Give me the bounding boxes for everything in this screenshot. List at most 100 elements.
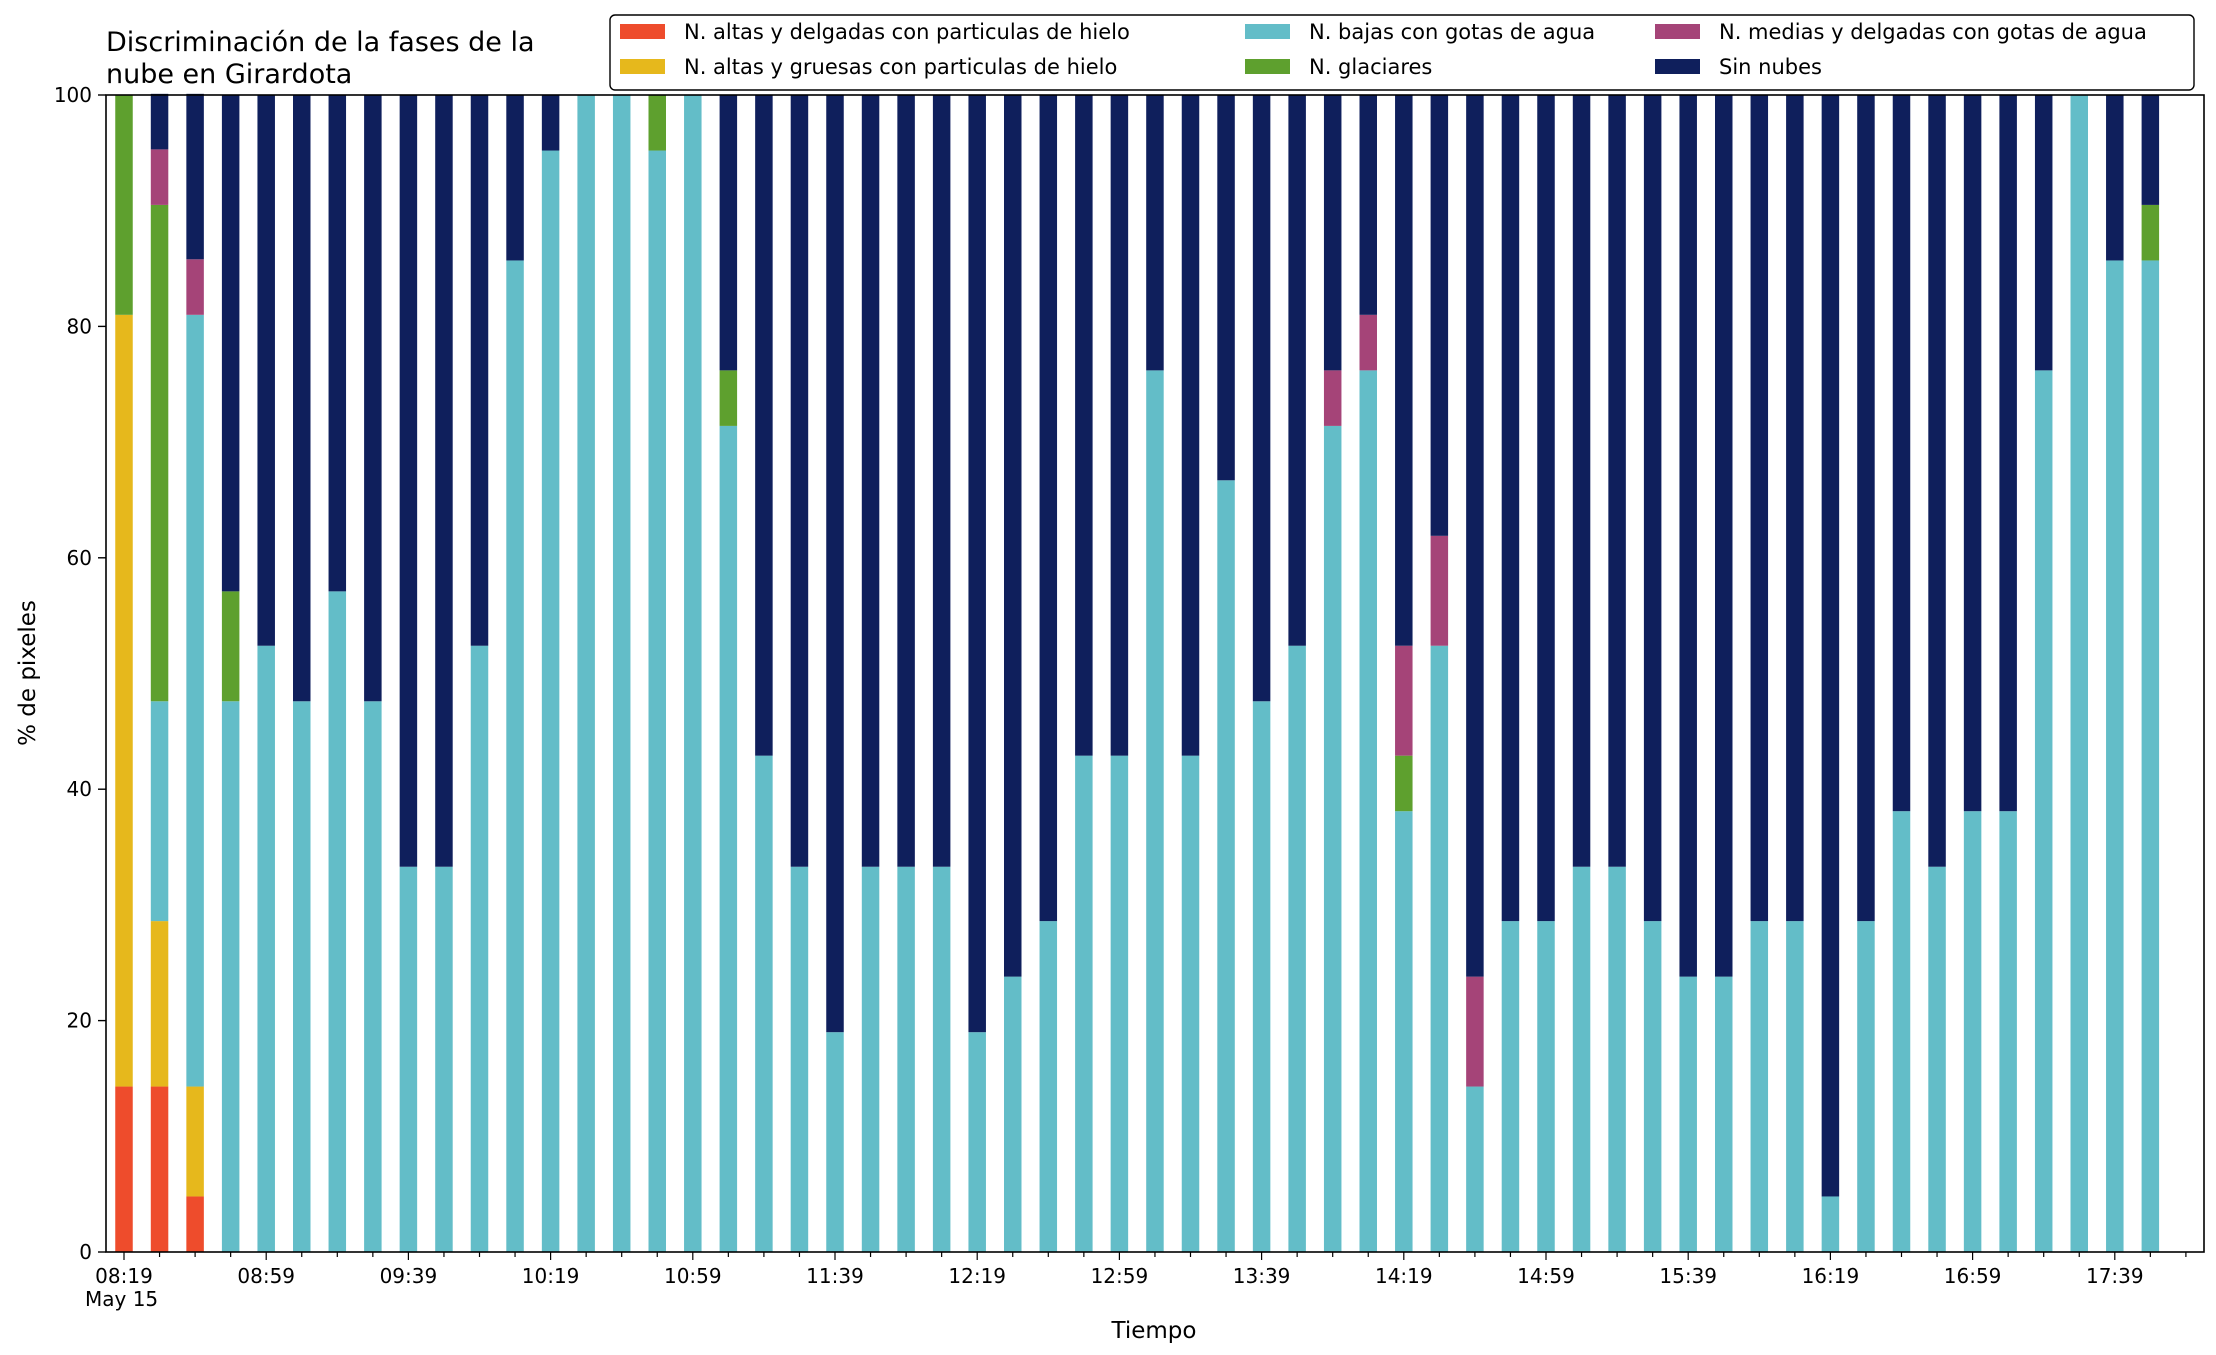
bar-segment bbox=[186, 314, 204, 1087]
bar-segment bbox=[1750, 921, 1769, 1252]
bar-segment bbox=[2070, 95, 2088, 1252]
bar-segment bbox=[755, 95, 773, 756]
bar-segment bbox=[684, 95, 702, 1252]
bar-segment bbox=[506, 95, 524, 261]
bar-segment bbox=[1572, 95, 1591, 867]
bar-segment bbox=[1786, 95, 1804, 922]
legend-swatch bbox=[1655, 59, 1700, 74]
bar-segment bbox=[2034, 95, 2053, 371]
bar-segment bbox=[790, 95, 809, 867]
x-tick-label: 10:19 bbox=[522, 1264, 580, 1288]
bar-segment bbox=[826, 95, 844, 1033]
bar-segment bbox=[1004, 95, 1022, 977]
legend-label: N. altas y delgadas con particulas de hi… bbox=[684, 20, 1130, 44]
bar-segment bbox=[541, 95, 560, 151]
x-tick-label: 09:39 bbox=[380, 1264, 438, 1288]
bar-segment bbox=[1643, 921, 1662, 1252]
bar-segment bbox=[1608, 866, 1626, 1252]
bar-segment bbox=[1430, 95, 1449, 536]
bar-segment bbox=[470, 95, 489, 646]
bar-segment bbox=[2106, 260, 2124, 1252]
bar-segment bbox=[1181, 755, 1200, 1252]
bar-segment bbox=[364, 701, 382, 1252]
bar-segment bbox=[364, 95, 382, 702]
legend-label: Sin nubes bbox=[1719, 55, 1822, 79]
bar-segment bbox=[399, 866, 418, 1252]
bar-segment bbox=[150, 149, 169, 205]
bar-segment bbox=[1146, 370, 1164, 1252]
x-tick-label: 12:59 bbox=[1091, 1264, 1149, 1288]
x-tick-label: 17:39 bbox=[2086, 1264, 2144, 1288]
bar-segment bbox=[1928, 95, 1946, 867]
bar-segment bbox=[150, 1086, 169, 1252]
bar-segment bbox=[1039, 95, 1058, 922]
y-axis-label: % de pixeles bbox=[15, 600, 41, 746]
bar-segment bbox=[1892, 95, 1911, 812]
bar-segment bbox=[115, 1086, 133, 1252]
bar-segment bbox=[897, 866, 915, 1252]
legend-label: N. glaciares bbox=[1309, 55, 1432, 79]
y-tick-label: 20 bbox=[67, 1009, 92, 1033]
bar-segment bbox=[1395, 755, 1413, 812]
x-tick-label: 08:19 bbox=[95, 1264, 153, 1288]
bar-segment bbox=[648, 150, 666, 1252]
x-tick-label: 16:19 bbox=[1802, 1264, 1860, 1288]
legend: N. altas y delgadas con particulas de hi… bbox=[609, 14, 2195, 91]
bar-segment bbox=[328, 95, 347, 592]
bar-segment bbox=[1323, 95, 1342, 371]
bar-segment bbox=[1146, 95, 1164, 371]
bar-segment bbox=[1075, 95, 1093, 756]
bar-segment bbox=[541, 150, 560, 1252]
bars-layer bbox=[115, 93, 2160, 1252]
bar-segment bbox=[435, 866, 453, 1252]
bar-segment bbox=[1999, 95, 2017, 812]
bar-segment bbox=[221, 591, 240, 702]
bar-segment bbox=[1750, 95, 1769, 922]
bar-segment bbox=[435, 95, 453, 867]
bar-segment bbox=[293, 95, 311, 702]
bar-segment bbox=[1715, 976, 1733, 1252]
bar-segment bbox=[1395, 811, 1413, 1252]
legend-label: N. bajas con gotas de agua bbox=[1309, 20, 1595, 44]
bar-segment bbox=[1395, 95, 1413, 646]
bar-segment bbox=[1537, 921, 1555, 1252]
x-tick-label: 14:19 bbox=[1375, 1264, 1433, 1288]
bar-segment bbox=[1857, 921, 1875, 1252]
bar-segment bbox=[1288, 645, 1306, 1252]
bar-segment bbox=[186, 259, 204, 315]
bar-segment bbox=[2106, 95, 2124, 261]
bar-segment bbox=[968, 1032, 986, 1252]
bar-segment bbox=[1039, 921, 1058, 1252]
bar-segment bbox=[1110, 755, 1129, 1252]
bar-segment bbox=[612, 95, 631, 1252]
bar-segment bbox=[150, 93, 169, 150]
y-axis: 0 20 40 60 80 100 bbox=[54, 83, 106, 1264]
bar-segment bbox=[1323, 425, 1342, 1252]
bar-segment bbox=[1572, 866, 1591, 1252]
bar-segment bbox=[1395, 645, 1413, 756]
bar-segment bbox=[1217, 480, 1235, 1252]
x-tick-label: 08:59 bbox=[237, 1264, 295, 1288]
bar-segment bbox=[1252, 701, 1271, 1252]
bar-segment bbox=[932, 95, 951, 867]
bar-segment bbox=[1252, 95, 1271, 702]
y-tick-label: 60 bbox=[67, 546, 92, 570]
bar-segment bbox=[1004, 976, 1022, 1252]
bar-segment bbox=[1537, 95, 1555, 922]
bar-segment bbox=[186, 93, 204, 260]
bar-segment bbox=[1323, 370, 1342, 426]
bar-segment bbox=[150, 921, 169, 1087]
bar-segment bbox=[115, 95, 133, 315]
bar-segment bbox=[861, 95, 880, 867]
bar-segment bbox=[1359, 370, 1377, 1252]
bar-segment bbox=[1643, 95, 1662, 922]
bar-segment bbox=[1928, 866, 1946, 1252]
bar-segment bbox=[470, 645, 489, 1252]
bar-segment bbox=[1288, 95, 1306, 646]
bar-segment bbox=[1999, 811, 2017, 1252]
y-tick-label: 0 bbox=[79, 1240, 92, 1264]
bar-segment bbox=[150, 204, 169, 702]
legend-label: N. medias y delgadas con gotas de agua bbox=[1719, 20, 2147, 44]
legend-swatch bbox=[620, 59, 665, 74]
x-tick-label: 12:19 bbox=[948, 1264, 1006, 1288]
